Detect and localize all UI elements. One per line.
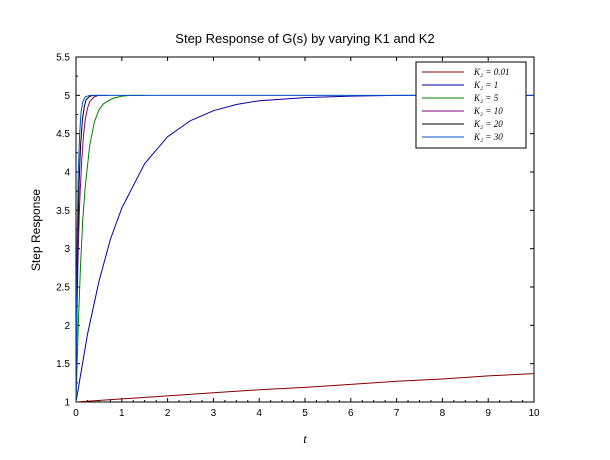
y-tick-label: 5 [64,91,70,102]
chart-title: Step Response of G(s) by varying K1 and … [175,31,434,46]
y-tick-label: 4.5 [56,129,70,140]
x-tick-label: 2 [165,408,171,419]
legend-box [415,61,527,149]
x-tick-label: 9 [485,408,491,419]
legend-entry-label: K₂ = 10 [473,106,503,116]
x-tick-label: 8 [440,408,446,419]
legend-entry-label: K₂ = 0.01 [473,67,509,77]
y-tick-label: 2.5 [56,283,70,294]
x-tick-label: 3 [211,408,217,419]
series-line-4 [75,94,109,403]
y-tick-label: 2 [64,321,70,332]
legend: K₂ = 0.01 K₂ = 1 K₂ = 5 K₂ = 10 K₂ = 20 K₂ = … [415,61,527,149]
y-tick-label: 1.5 [56,359,70,370]
series-line-1 [75,373,535,403]
x-axis-label: t [303,431,307,446]
legend-entry-label: K₂ = 5 [473,93,499,103]
legend-entry-label: K₂ = 20 [473,119,503,129]
series-line-6 [75,94,534,403]
y-axis-label: Step Response [29,189,43,271]
y-tick-label: 3 [64,244,70,255]
legend-entry-label: K₂ = 1 [473,80,498,90]
legend-entry-label: K₂ = 30 [473,132,503,142]
y-tick-label: 1 [64,398,70,409]
x-tick-label: 7 [394,408,400,419]
y-tick-label: 4 [64,168,70,179]
y-tick-label: 3.5 [56,206,70,217]
x-tick-label: 5 [302,408,308,419]
x-tick-label: 1 [119,408,125,419]
x-tick-label: 10 [528,408,540,419]
y-tick-label: 5.5 [56,53,70,64]
x-tick-label: 4 [256,408,262,419]
x-tick-label: 0 [73,408,79,419]
series-line-3 [75,94,145,403]
x-tick-label: 6 [348,408,354,419]
